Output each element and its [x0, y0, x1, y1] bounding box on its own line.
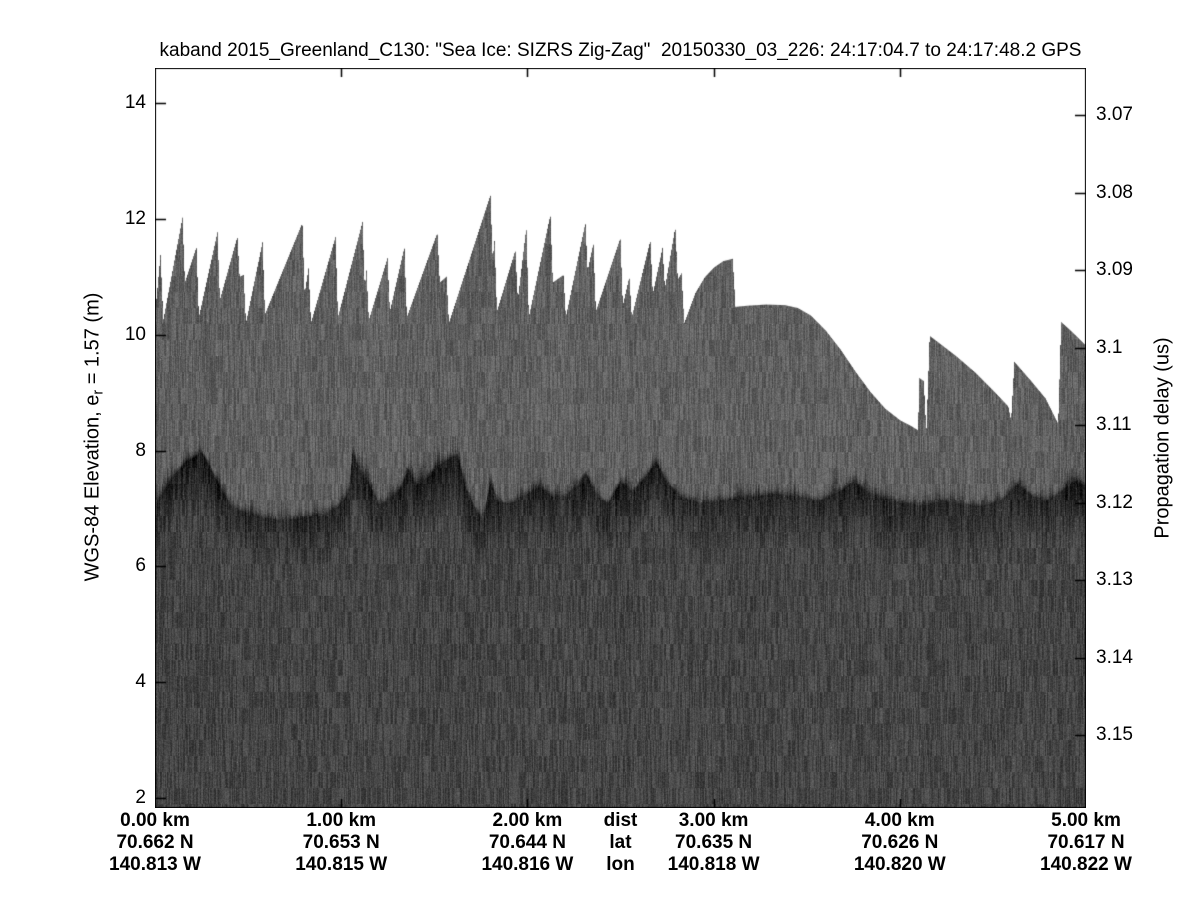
right-axis-tick-label: 3.12 [1096, 491, 1133, 513]
right-axis-tick-label: 3.07 [1096, 104, 1133, 125]
left-axis-tick-label: 8 [135, 439, 146, 461]
left-axis-tick-label: 12 [124, 207, 146, 229]
x-axis-key-column-row-2: lon [606, 854, 635, 875]
x-axis-column-2km-row-1: 70.644 N [488, 832, 566, 853]
x-axis-column-0km: 0.00 km 70.662 N 140.813 W [70, 810, 240, 876]
left-axis-tick-label: 14 [124, 92, 146, 113]
x-axis-column-3km-row-0: 3.00 km [678, 810, 749, 831]
x-axis-column-2km-row-2: 140.816 W [481, 854, 574, 875]
x-axis-column-2km-row-0: 2.00 km [492, 810, 563, 831]
x-axis-column-4km-row-0: 4.00 km [864, 810, 935, 831]
x-axis-column-3km-row-2: 140.818 W [667, 854, 760, 875]
echogram-canvas [155, 68, 1086, 808]
right-axis-tick-label: 3.08 [1096, 181, 1133, 203]
right-axis-tick-label: 3.13 [1096, 569, 1133, 590]
x-axis-column-1km-row-2: 140.815 W [295, 854, 388, 875]
x-axis-column-1km-row-0: 1.00 km [306, 810, 377, 831]
x-axis-column-3km-row-1: 70.635 N [675, 832, 753, 853]
x-axis-key-column-row-0: dist [603, 810, 638, 831]
x-axis-column-0km-row-2: 140.813 W [109, 854, 201, 875]
right-axis-tick-label: 3.15 [1096, 724, 1133, 745]
left-axis-tick-label: 10 [124, 323, 146, 345]
left-axis-tick-label: 4 [135, 671, 146, 693]
left-axis-label-subscript: r [90, 389, 107, 395]
left-axis-tick-label: 2 [135, 787, 146, 808]
x-axis-column-0km-row-0: 0.00 km [120, 810, 190, 831]
x-axis-column-5km-row-2: 140.822 W [1040, 854, 1132, 875]
left-axis-tick-label: 6 [135, 555, 146, 577]
right-axis-tick-label: 3.09 [1096, 259, 1133, 280]
x-axis-column-3km: 3.00 km 70.635 N 140.818 W [629, 810, 799, 876]
x-axis-key-column-row-1: lat [609, 832, 632, 853]
x-axis-column-2km: 2.00 km 70.644 N 140.816 W [442, 810, 612, 876]
x-axis-column-1km-row-1: 70.653 N [302, 832, 380, 853]
plot-title: kaband 2015_Greenland_C130: "Sea Ice: SI… [159, 40, 1082, 61]
x-axis-column-5km: 5.00 km 70.617 N 140.822 W [1001, 810, 1171, 876]
x-axis-column-0km-row-1: 70.662 N [116, 832, 194, 853]
x-axis-key-column: dist lat lon [536, 810, 706, 876]
x-axis-column-1km: 1.00 km 70.653 N 140.815 W [256, 810, 426, 876]
right-axis-tick-label: 3.1 [1096, 336, 1123, 358]
x-axis-column-4km: 4.00 km 70.626 N 140.820 W [815, 810, 985, 876]
x-axis-column-4km-row-1: 70.626 N [861, 832, 939, 853]
right-axis-tick-label: 3.11 [1096, 414, 1132, 435]
right-axis-tick-label: 3.14 [1096, 646, 1133, 668]
x-axis-column-5km-row-0: 5.00 km [1051, 810, 1121, 831]
x-axis-column-5km-row-1: 70.617 N [1047, 832, 1125, 853]
x-axis-column-4km-row-2: 140.820 W [853, 854, 946, 875]
